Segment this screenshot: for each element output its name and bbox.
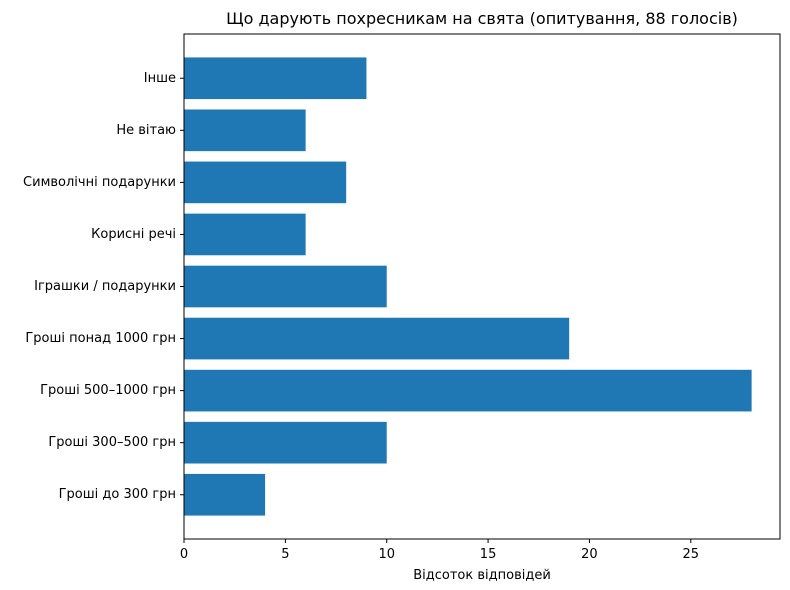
bar-7 — [184, 109, 306, 152]
x-axis-label: Відсоток відповідей — [413, 568, 551, 583]
bar-3 — [184, 317, 570, 360]
y-tick-label: Гроші 300–500 грн — [48, 435, 176, 450]
x-tick-label: 5 — [281, 547, 289, 562]
bar-8 — [184, 57, 367, 100]
y-tick-label: Інше — [144, 71, 176, 86]
bar-2 — [184, 369, 752, 412]
y-tick-label: Не вітаю — [116, 123, 176, 138]
y-tick-label: Корисні речі — [91, 227, 176, 242]
y-tick-label: Гроші понад 1000 грн — [25, 331, 176, 346]
y-tick-label: Гроші до 300 грн — [59, 487, 176, 502]
plot-frame — [183, 33, 781, 540]
x-tick-label: 20 — [581, 547, 598, 562]
x-axis-ticks: 0 5 10 15 20 25 — [180, 539, 699, 562]
x-tick-label: 15 — [480, 547, 497, 562]
bars-group — [184, 57, 752, 516]
x-tick-label: 10 — [378, 547, 395, 562]
y-axis-ticks: Гроші до 300 грн Гроші 300–500 грн Гроші 5… — [23, 71, 184, 502]
bar-0 — [184, 473, 266, 516]
x-tick-label: 25 — [683, 547, 700, 562]
y-tick-label: Гроші 500–1000 грн — [40, 383, 176, 398]
chart-title: Що дарують похресникам на свята (опитува… — [226, 9, 738, 28]
bar-4 — [184, 265, 387, 308]
x-tick-label: 0 — [180, 547, 188, 562]
y-tick-label: Символічні подарунки — [23, 175, 176, 190]
bar-6 — [184, 161, 347, 204]
bar-5 — [184, 213, 306, 256]
bar-1 — [184, 421, 387, 464]
y-tick-label: Іграшки / подарунки — [34, 279, 176, 294]
